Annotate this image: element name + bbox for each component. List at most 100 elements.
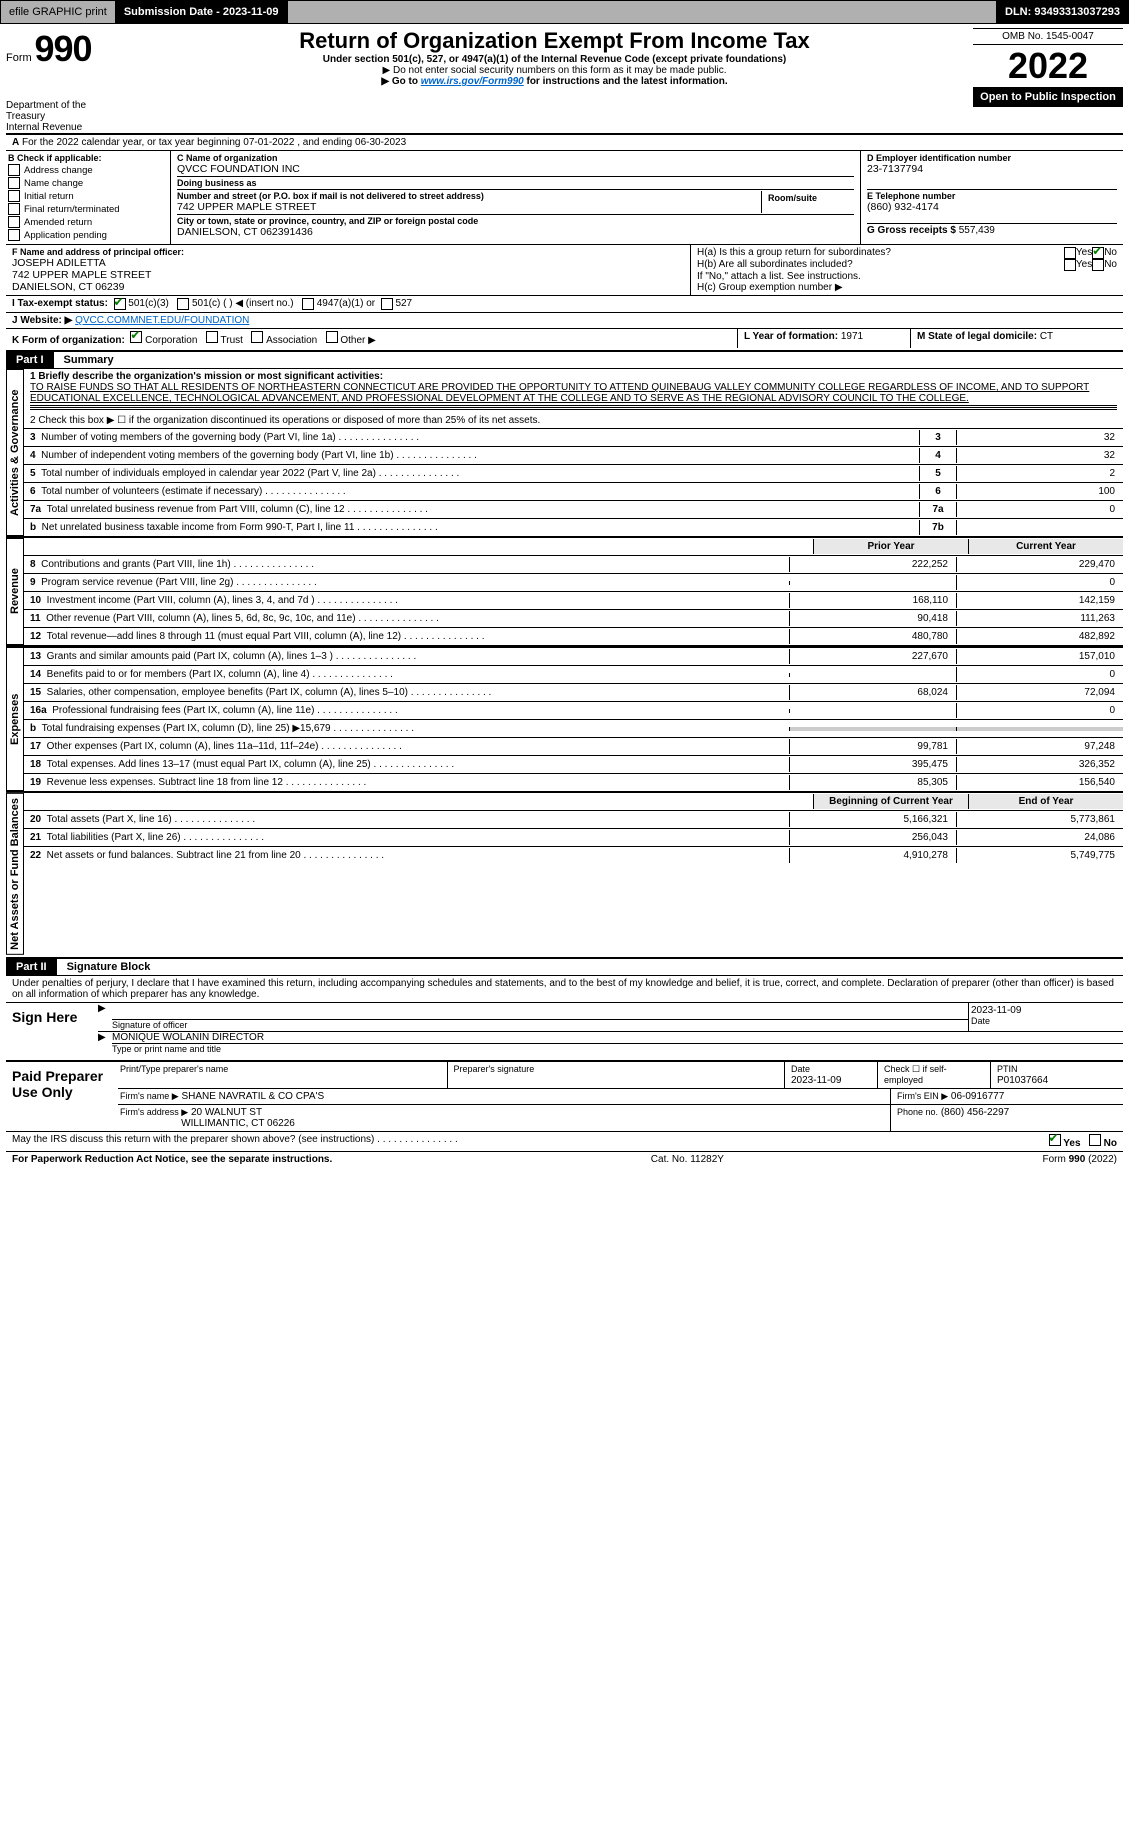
gov-line-4: 4 Number of independent voting members o…: [24, 446, 1123, 464]
dln: DLN: 93493313037293: [996, 1, 1128, 23]
org-name: QVCC FOUNDATION INC: [177, 163, 854, 175]
firm-addr1: 20 WALNUT ST: [191, 1107, 262, 1118]
exp-line-16a: 16a Professional fundraising fees (Part …: [24, 701, 1123, 719]
box-f: F Name and address of principal officer:…: [6, 245, 690, 295]
irs-discuss: May the IRS discuss this return with the…: [6, 1131, 1123, 1151]
exp-line-17: 17 Other expenses (Part IX, column (A), …: [24, 737, 1123, 755]
line-2: 2 Check this box ▶ ☐ if the organization…: [24, 413, 1123, 428]
firm-addr2: WILLIMANTIC, CT 06226: [181, 1118, 295, 1129]
part2-header: Part II: [6, 959, 57, 975]
cb-ha-yes[interactable]: [1064, 247, 1076, 259]
mission-text: TO RAISE FUNDS SO THAT ALL RESIDENTS OF …: [30, 382, 1089, 404]
net-line-21: 21 Total liabilities (Part X, line 26) 2…: [24, 828, 1123, 846]
exp-line-19: 19 Revenue less expenses. Subtract line …: [24, 773, 1123, 791]
open-to-public: Open to Public Inspection: [973, 87, 1123, 107]
firm-name: SHANE NAVRATIL & CO CPA'S: [181, 1091, 324, 1102]
submission-date: Submission Date - 2023-11-09: [116, 1, 288, 23]
cb-ha-no[interactable]: [1092, 247, 1104, 259]
rev-line-11: 11 Other revenue (Part VIII, column (A),…: [24, 609, 1123, 627]
box-c: C Name of organization QVCC FOUNDATION I…: [170, 151, 860, 244]
cb-name-change[interactable]: [8, 177, 20, 189]
form-header: Form 990 Department of theTreasuryIntern…: [6, 28, 1123, 133]
box-k: K Form of organization: Corporation Trus…: [6, 329, 737, 348]
jurat: Under penalties of perjury, I declare th…: [6, 975, 1123, 1002]
ein: 23-7137794: [867, 163, 1117, 175]
cb-527[interactable]: [381, 298, 393, 310]
box-m: M State of legal domicile: CT: [910, 329, 1123, 348]
cb-address-change[interactable]: [8, 164, 20, 176]
exp-line-14: 14 Benefits paid to or for members (Part…: [24, 665, 1123, 683]
cb-discuss-yes[interactable]: [1049, 1134, 1061, 1146]
col-prior: Prior Year: [813, 539, 968, 554]
officer-name: JOSEPH ADILETTA: [12, 257, 684, 269]
rev-line-9: 9 Program service revenue (Part VIII, li…: [24, 573, 1123, 591]
form-number: 990: [34, 28, 91, 69]
rev-line-10: 10 Investment income (Part VIII, column …: [24, 591, 1123, 609]
gov-line-7a: 7a Total unrelated business revenue from…: [24, 500, 1123, 518]
website-link[interactable]: QVCC.COMMNET.EDU/FOUNDATION: [75, 315, 249, 326]
efile-label: efile GRAPHIC print: [1, 1, 116, 23]
part1-title: Summary: [54, 354, 114, 366]
main-title: Return of Organization Exempt From Incom…: [146, 28, 963, 54]
cb-501c[interactable]: [177, 298, 189, 310]
sig-officer-label: Signature of officer: [112, 1019, 968, 1030]
cb-501c3[interactable]: [114, 298, 126, 310]
subtitle-2: ▶ Do not enter social security numbers o…: [146, 65, 963, 76]
cb-trust[interactable]: [206, 331, 218, 343]
part1-header: Part I: [6, 352, 54, 368]
ptin: P01037664: [997, 1075, 1048, 1086]
cb-corp[interactable]: [130, 331, 142, 343]
form-prefix: Form: [6, 52, 32, 64]
omb-number: OMB No. 1545-0047: [973, 28, 1123, 45]
cb-hb-no[interactable]: [1092, 259, 1104, 271]
col-current: Current Year: [968, 539, 1123, 554]
top-bar: efile GRAPHIC print Submission Date - 20…: [0, 0, 1129, 24]
cb-application-pending[interactable]: [8, 229, 20, 241]
exp-line-13: 13 Grants and similar amounts paid (Part…: [24, 647, 1123, 665]
gross-receipts: 557,439: [959, 225, 995, 236]
irs-link[interactable]: www.irs.gov/Form990: [421, 76, 524, 87]
col-end: End of Year: [968, 794, 1123, 809]
vtab-expenses: Expenses: [6, 647, 24, 791]
firm-ein: 06-0916777: [951, 1091, 1004, 1102]
paid-preparer-label: Paid Preparer Use Only: [6, 1062, 118, 1131]
org-street: 742 UPPER MAPLE STREET: [177, 201, 761, 213]
box-d-e-g: D Employer identification number 23-7137…: [860, 151, 1123, 244]
officer-printed-name: MONIQUE WOLANIN DIRECTOR: [112, 1032, 1123, 1043]
vtab-revenue: Revenue: [6, 538, 24, 645]
sign-date: 2023-11-09: [971, 1005, 1121, 1016]
cb-discuss-no[interactable]: [1089, 1134, 1101, 1146]
vtab-netassets: Net Assets or Fund Balances: [6, 793, 24, 955]
cb-final-return[interactable]: [8, 203, 20, 215]
sign-here-label: Sign Here: [6, 1003, 98, 1060]
gov-line-b: b Net unrelated business taxable income …: [24, 518, 1123, 536]
gov-line-3: 3 Number of voting members of the govern…: [24, 428, 1123, 446]
cb-other[interactable]: [326, 331, 338, 343]
box-b: B Check if applicable: Address change Na…: [6, 151, 170, 244]
prep-name-label: Print/Type preparer's name: [118, 1062, 447, 1088]
subtitle-3: ▶ Go to www.irs.gov/Form990 for instruct…: [146, 76, 963, 87]
box-h: H(a) Is this a group return for subordin…: [690, 245, 1123, 295]
gov-line-6: 6 Total number of volunteers (estimate i…: [24, 482, 1123, 500]
cb-4947[interactable]: [302, 298, 314, 310]
cb-initial-return[interactable]: [8, 190, 20, 202]
line-1: 1 Briefly describe the organization's mi…: [24, 369, 1123, 413]
subtitle-1: Under section 501(c), 527, or 4947(a)(1)…: [146, 54, 963, 65]
part2-title: Signature Block: [57, 961, 151, 973]
box-l: L Year of formation: 1971: [737, 329, 910, 348]
box-j: J Website: ▶ QVCC.COMMNET.EDU/FOUNDATION: [6, 312, 1123, 328]
exp-line-18: 18 Total expenses. Add lines 13–17 (must…: [24, 755, 1123, 773]
phone: (860) 932-4174: [867, 201, 1117, 213]
cb-assoc[interactable]: [251, 331, 263, 343]
rev-line-12: 12 Total revenue—add lines 8 through 11 …: [24, 627, 1123, 645]
cb-amended[interactable]: [8, 216, 20, 228]
col-begin: Beginning of Current Year: [813, 794, 968, 809]
rev-line-8: 8 Contributions and grants (Part VIII, l…: [24, 555, 1123, 573]
gov-line-5: 5 Total number of individuals employed i…: [24, 464, 1123, 482]
page-footer: For Paperwork Reduction Act Notice, see …: [6, 1151, 1123, 1167]
prep-date: 2023-11-09: [791, 1075, 841, 1086]
cb-hb-yes[interactable]: [1064, 259, 1076, 271]
exp-line-b: b Total fundraising expenses (Part IX, c…: [24, 719, 1123, 737]
line-a: A For the 2022 calendar year, or tax yea…: [6, 133, 1123, 150]
vtab-governance: Activities & Governance: [6, 369, 24, 536]
